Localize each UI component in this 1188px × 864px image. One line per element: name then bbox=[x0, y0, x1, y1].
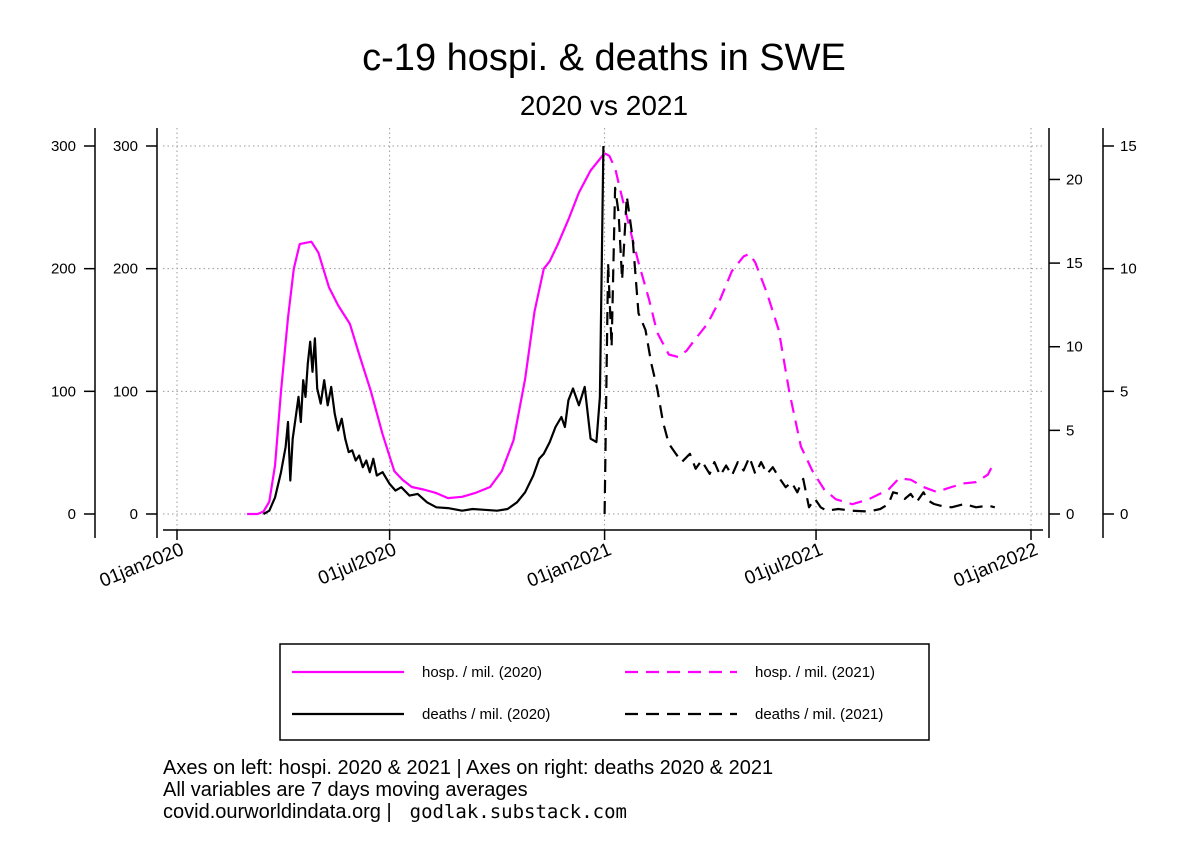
x-tick-label: 01jan2020 bbox=[97, 539, 187, 592]
y-tick-label-hosp_inner: 0 bbox=[130, 506, 138, 523]
footnotes: Axes on left: hospi. 2020 & 2021 | Axes … bbox=[163, 757, 773, 823]
x-tick-label: 01jan2022 bbox=[951, 539, 1041, 592]
y-tick-label-deaths_outer: 15 bbox=[1120, 138, 1137, 155]
x-tick-label: 01jan2021 bbox=[524, 539, 614, 592]
y-tick-label-deaths_inner: 15 bbox=[1066, 255, 1083, 272]
y-tick-label-deaths_outer: 5 bbox=[1120, 383, 1128, 400]
y-tick-label-deaths_inner: 10 bbox=[1066, 339, 1083, 356]
y-tick-label-hosp_outer: 0 bbox=[68, 506, 76, 523]
axes: 010020030001002003000510152005101501jan2… bbox=[51, 128, 1137, 592]
y-tick-label-deaths_outer: 10 bbox=[1120, 261, 1137, 278]
y-tick-label-hosp_inner: 200 bbox=[113, 261, 138, 278]
legend-label-2: deaths / mil. (2020) bbox=[422, 706, 550, 723]
y-tick-label-hosp_outer: 100 bbox=[51, 383, 76, 400]
chart-title: c-19 hospi. & deaths in SWE bbox=[362, 37, 846, 79]
legend-label-0: hosp. / mil. (2020) bbox=[422, 664, 542, 681]
y-tick-label-hosp_outer: 300 bbox=[51, 138, 76, 155]
chart-subtitle: 2020 vs 2021 bbox=[520, 90, 688, 121]
legend: hosp. / mil. (2020) hosp. / mil. (2021) de… bbox=[279, 643, 930, 741]
footnote-source: covid.ourworldindata.org | godlak.substac… bbox=[163, 801, 773, 823]
x-tick-label: 01jul2021 bbox=[742, 539, 826, 589]
y-tick-label-deaths_outer: 0 bbox=[1120, 506, 1128, 523]
series-line-2 bbox=[604, 152, 996, 506]
y-tick-label-hosp_outer: 200 bbox=[51, 261, 76, 278]
legend-label-3: deaths / mil. (2021) bbox=[755, 706, 883, 723]
y-tick-label-deaths_inner: 20 bbox=[1066, 171, 1083, 188]
series-layer bbox=[247, 145, 996, 516]
legend-box bbox=[279, 643, 930, 741]
series-line-0 bbox=[247, 153, 605, 516]
legend-label-1: hosp. / mil. (2021) bbox=[755, 664, 875, 681]
source-text: covid.ourworldindata.org | bbox=[163, 801, 392, 823]
y-tick-label-deaths_inner: 0 bbox=[1066, 506, 1074, 523]
substack-handle: godlak.substack.com bbox=[409, 801, 627, 823]
series-line-3 bbox=[603, 186, 996, 515]
footnote-axes: Axes on left: hospi. 2020 & 2021 | Axes … bbox=[163, 757, 774, 779]
footnote-moving-average: All variables are 7 days moving averages bbox=[163, 779, 528, 801]
y-tick-label-deaths_inner: 5 bbox=[1066, 422, 1074, 439]
y-tick-label-hosp_inner: 300 bbox=[113, 138, 138, 155]
x-tick-label: 01jul2020 bbox=[315, 539, 399, 589]
y-tick-label-hosp_inner: 100 bbox=[113, 383, 138, 400]
series-line-1 bbox=[262, 145, 605, 515]
